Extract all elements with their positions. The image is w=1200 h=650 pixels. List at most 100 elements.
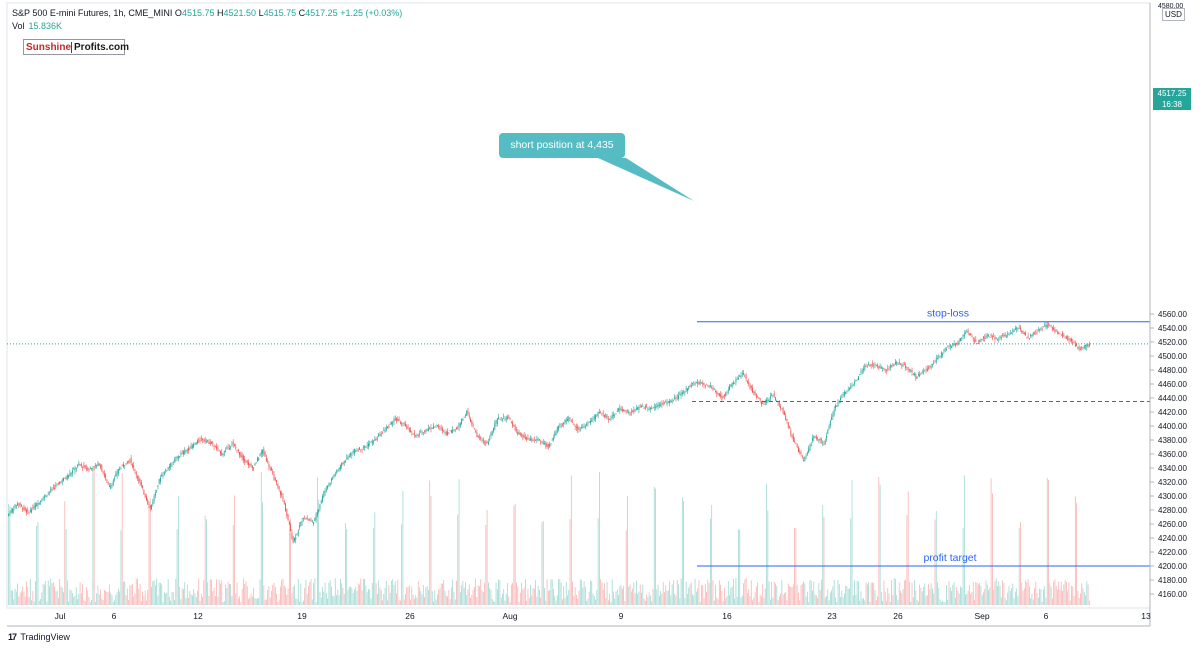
volume-bar (272, 584, 274, 605)
candle-body (91, 468, 93, 469)
candle-body (47, 492, 49, 494)
volume-bar (398, 599, 400, 605)
volume-bar (533, 588, 535, 605)
candle-body (309, 519, 311, 521)
volume-bar (1013, 598, 1015, 605)
volume-bar (881, 592, 882, 605)
candle-body (989, 336, 991, 338)
candle-body (431, 427, 433, 429)
volume-bar (347, 589, 349, 605)
volume-bar (757, 582, 758, 605)
candle-body (214, 446, 216, 448)
volume-bar (1012, 583, 1014, 605)
volume-bar (56, 590, 58, 605)
candle-body (798, 447, 799, 453)
volume-bar (841, 590, 843, 605)
volume-bar (103, 589, 105, 605)
volume-bar (283, 585, 285, 605)
candle-body (672, 400, 674, 402)
volume-bar (771, 582, 773, 605)
candle-body (574, 425, 576, 427)
currency-label[interactable]: USD (1162, 8, 1185, 21)
candle-body (22, 508, 24, 510)
volume-bar (523, 587, 525, 605)
volume-bar (683, 500, 684, 605)
volume-bar (350, 586, 351, 605)
volume-bar (859, 600, 861, 605)
candle-body (435, 426, 437, 428)
candle-body (619, 407, 621, 411)
candle-body (660, 404, 662, 406)
candle-body (832, 414, 834, 418)
candle-body (75, 467, 77, 469)
candle-body (231, 444, 233, 445)
candle-body (544, 442, 545, 444)
volume-bar (323, 591, 325, 605)
candle-body (923, 371, 924, 373)
candle-body (984, 337, 986, 339)
candle-body (82, 467, 84, 468)
candle-body (156, 490, 158, 492)
candle-body (69, 472, 71, 477)
volume-bar (843, 593, 845, 605)
candle-body (878, 366, 880, 369)
candle-body (657, 404, 659, 407)
y-tick-label: 4240.00 (1158, 534, 1187, 543)
candle-body (222, 453, 224, 456)
volume-bar (675, 595, 677, 605)
volume-bar (919, 584, 921, 605)
candle-body (1009, 333, 1011, 334)
candle-body (253, 467, 255, 469)
volume-bar (863, 597, 864, 605)
volume-bar (643, 598, 645, 605)
volume-bar (940, 601, 942, 605)
volume-bar (621, 588, 623, 605)
candle-body (420, 431, 422, 433)
candle-body (36, 503, 38, 507)
candle-body (762, 402, 764, 404)
volume-bar (254, 597, 256, 605)
candle-body (390, 422, 392, 424)
volume-bar (678, 584, 679, 605)
x-tick-label: 26 (405, 611, 415, 621)
x-tick-label: 6 (1044, 611, 1049, 621)
volume-bar (300, 583, 302, 605)
volume-bar (83, 600, 85, 605)
candle-body (347, 456, 349, 460)
candle-body (94, 465, 96, 466)
volume-bar (374, 512, 376, 605)
volume-bar (985, 580, 987, 605)
volume-bar (438, 589, 440, 605)
volume-bar (338, 595, 340, 605)
volume-bar (980, 586, 982, 605)
volume-bar (89, 602, 91, 605)
candle-body (740, 375, 742, 378)
volume-bar (972, 582, 974, 605)
candle-body (624, 409, 626, 412)
volume-bar (172, 592, 174, 605)
volume-bar (965, 594, 966, 605)
candle-body (653, 406, 655, 408)
candle-body (910, 370, 912, 372)
volume-bar (503, 588, 505, 605)
candle-body (855, 380, 857, 381)
candle-body (688, 386, 690, 390)
candle-body (209, 441, 211, 445)
volume-bar (23, 591, 25, 605)
volume-bar (476, 597, 478, 605)
candle-body (561, 424, 563, 426)
candle-body (265, 457, 267, 462)
volume-bar (866, 584, 868, 605)
volume-bar (324, 582, 326, 605)
volume-bar (255, 598, 257, 605)
candle-body (966, 330, 968, 333)
tradingview-footer[interactable]: 17 TradingView (8, 632, 70, 642)
volume-bar (819, 589, 821, 605)
volume-bar (588, 591, 590, 605)
volume-bar (24, 596, 26, 605)
volume-bar (431, 591, 433, 605)
volume-bar (95, 601, 96, 605)
volume-bar (125, 595, 127, 605)
candle-body (129, 460, 131, 462)
